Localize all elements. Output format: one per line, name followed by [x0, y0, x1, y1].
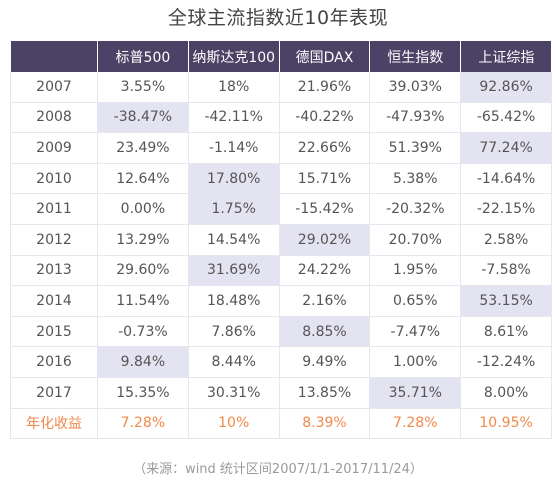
summary-cell: 8.39% — [279, 408, 371, 440]
table-cell: 8.61% — [460, 316, 552, 348]
column-header: 恒生指数 — [369, 41, 462, 72]
table-cell: 77.24% — [460, 132, 552, 164]
row-label-year: 2008 — [10, 102, 98, 134]
source-note: （来源：wind 统计区间2007/1/1-2017/11/24） — [133, 462, 423, 477]
table-cell: 13.29% — [97, 224, 189, 256]
table-cell: 21.96% — [279, 72, 371, 103]
summary-row: 年化收益 7.28% 10% 8.39% 7.28% 10.95% — [10, 408, 552, 440]
table-cell: 1.75% — [188, 193, 280, 225]
table-row: 2017 15.35% 30.31% 13.85% 35.71% 8.00% — [10, 377, 552, 409]
row-label-year: 2013 — [10, 255, 98, 287]
table-row: 2014 11.54% 18.48% 2.16% 0.65% 53.15% — [10, 285, 552, 317]
table-cell: 14.54% — [188, 224, 280, 256]
table-cell: 31.69% — [188, 255, 280, 287]
table-cell: 13.85% — [279, 377, 371, 409]
table-cell: 53.15% — [460, 285, 552, 317]
table-cell: 12.64% — [97, 163, 189, 195]
row-label-year: 2009 — [10, 132, 98, 164]
row-label-year: 2014 — [10, 285, 98, 317]
table-cell: -1.14% — [188, 132, 280, 164]
table-cell: 3.55% — [97, 72, 189, 103]
table-cell: -7.58% — [460, 255, 552, 287]
summary-cell: 10.95% — [460, 408, 552, 440]
table-cell: 5.38% — [369, 163, 462, 195]
column-header: 上证综指 — [460, 41, 552, 72]
row-label-year: 2011 — [10, 193, 98, 225]
table-cell: 8.00% — [460, 377, 552, 409]
table-cell: 9.84% — [97, 346, 189, 378]
table-cell: 29.60% — [97, 255, 189, 287]
row-label-year: 2017 — [10, 377, 98, 409]
table-cell: 30.31% — [188, 377, 280, 409]
table-cell: -42.11% — [188, 102, 280, 134]
table-row: 2012 13.29% 14.54% 29.02% 20.70% 2.58% — [10, 224, 552, 256]
table-cell: 29.02% — [279, 224, 371, 256]
summary-cell: 10% — [188, 408, 280, 440]
table-cell: -20.32% — [369, 193, 462, 225]
table-cell: 18% — [188, 72, 280, 103]
table-cell: -14.64% — [460, 163, 552, 195]
table-row: 2016 9.84% 8.44% 9.49% 1.00% -12.24% — [10, 346, 552, 378]
table-cell: 0.00% — [97, 193, 189, 225]
column-header: 德国DAX — [279, 41, 371, 72]
summary-row-label: 年化收益 — [10, 408, 98, 440]
row-label-year: 2012 — [10, 224, 98, 256]
table-cell: 8.44% — [188, 346, 280, 378]
table-cell: -0.73% — [97, 316, 189, 348]
table-cell: 0.65% — [369, 285, 462, 317]
table-cell: -7.47% — [369, 316, 462, 348]
summary-cell: 7.28% — [97, 408, 189, 440]
table-cell: 22.66% — [279, 132, 371, 164]
table-cell: 11.54% — [97, 285, 189, 317]
column-header: 标普500 — [97, 41, 189, 72]
table-body: 2007 3.55% 18% 21.96% 39.03% 92.86% 2008 -38.47… — [10, 72, 552, 440]
table-cell: 8.85% — [279, 316, 371, 348]
table-row: 2008 -38.47% -42.11% -40.22% -47.93% -65.42% — [10, 102, 552, 134]
row-label-year: 2016 — [10, 346, 98, 378]
table-cell: -12.24% — [460, 346, 552, 378]
table-cell: -65.42% — [460, 102, 552, 134]
table-cell: -15.42% — [279, 193, 371, 225]
table-cell: 7.86% — [188, 316, 280, 348]
table-row: 2010 12.64% 17.80% 15.71% 5.38% -14.64% — [10, 163, 552, 195]
table-row: 2007 3.55% 18% 21.96% 39.03% 92.86% — [10, 72, 552, 103]
table-cell: 39.03% — [369, 72, 462, 103]
row-label-year: 2015 — [10, 316, 98, 348]
table-cell: 23.49% — [97, 132, 189, 164]
table-cell: 35.71% — [369, 377, 462, 409]
table-cell: -22.15% — [460, 193, 552, 225]
table-row: 2015 -0.73% 7.86% 8.85% -7.47% 8.61% — [10, 316, 552, 348]
table-cell: -38.47% — [97, 102, 189, 134]
page-title: 全球主流指数近10年表现 — [167, 7, 389, 29]
table-cell: 92.86% — [460, 72, 552, 103]
table-row: 2011 0.00% 1.75% -15.42% -20.32% -22.15% — [10, 193, 552, 225]
table-header-row: 标普500 纳斯达克100 德国DAX 恒生指数 上证综指 — [10, 41, 552, 72]
table-cell: -47.93% — [369, 102, 462, 134]
table-cell: 51.39% — [369, 132, 462, 164]
row-label-year: 2007 — [10, 72, 98, 103]
table-cell: 24.22% — [279, 255, 371, 287]
column-header-year — [10, 41, 98, 72]
row-label-year: 2010 — [10, 163, 98, 195]
table-row: 2013 29.60% 31.69% 24.22% 1.95% -7.58% — [10, 255, 552, 287]
table-cell: 2.16% — [279, 285, 371, 317]
table-cell: 18.48% — [188, 285, 280, 317]
summary-cell: 7.28% — [369, 408, 462, 440]
table-cell: 2.58% — [460, 224, 552, 256]
table-cell: 20.70% — [369, 224, 462, 256]
table-cell: 1.95% — [369, 255, 462, 287]
index-performance-table: 标普500 纳斯达克100 德国DAX 恒生指数 上证综指 2007 3.55% 1… — [10, 41, 552, 440]
table-row: 2009 23.49% -1.14% 22.66% 51.39% 77.24% — [10, 132, 552, 164]
column-header: 纳斯达克100 — [188, 41, 280, 72]
table-cell: 17.80% — [188, 163, 280, 195]
table-cell: 15.71% — [279, 163, 371, 195]
table-cell: -40.22% — [279, 102, 371, 134]
table-cell: 1.00% — [369, 346, 462, 378]
table-cell: 9.49% — [279, 346, 371, 378]
table-cell: 15.35% — [97, 377, 189, 409]
